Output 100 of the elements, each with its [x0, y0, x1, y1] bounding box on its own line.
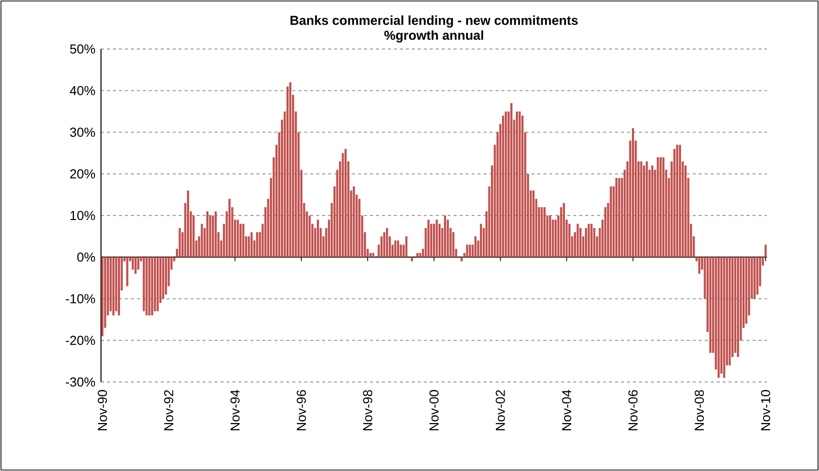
bar	[250, 232, 253, 258]
bar	[110, 257, 112, 312]
bar	[416, 252, 418, 258]
bar	[430, 224, 432, 258]
bar	[474, 236, 477, 258]
bar	[468, 244, 471, 258]
bar	[410, 257, 413, 262]
bar	[552, 220, 554, 258]
bar	[187, 190, 190, 258]
bar	[432, 224, 436, 258]
bar	[137, 257, 140, 270]
x-tick-label: Nov-10	[761, 390, 770, 430]
bar	[397, 240, 400, 258]
bar	[452, 232, 454, 258]
y-tick-label: -10%	[66, 294, 96, 304]
bar	[480, 224, 482, 258]
bar	[460, 257, 463, 262]
bar	[521, 116, 524, 258]
bar	[154, 257, 156, 312]
bar	[342, 153, 344, 258]
bar	[673, 148, 676, 258]
bar	[518, 111, 521, 258]
bar	[446, 220, 449, 258]
bar	[651, 166, 654, 258]
bar	[146, 257, 148, 316]
bar	[256, 232, 258, 258]
bar	[358, 198, 360, 258]
y-tick-label: 10%	[70, 210, 96, 220]
bar	[584, 228, 588, 258]
bar	[126, 257, 128, 286]
x-tick-label: Nov-00	[429, 390, 439, 430]
bar	[662, 157, 664, 258]
bar	[745, 257, 748, 324]
bar	[466, 244, 468, 258]
bar	[148, 257, 150, 316]
y-tick-label: 20%	[70, 169, 96, 178]
bar	[438, 224, 441, 258]
bar	[618, 178, 620, 258]
bar	[698, 257, 700, 274]
chart-title: Banks commercial lending - new commitments	[290, 15, 578, 28]
bar	[164, 257, 167, 295]
bar	[156, 257, 159, 312]
bar	[734, 257, 736, 353]
bar	[115, 257, 118, 312]
bar	[532, 190, 535, 258]
bar	[632, 128, 634, 258]
bar	[736, 257, 740, 358]
x-tick-label: Nov-06	[628, 390, 638, 430]
bar	[214, 211, 217, 258]
bar	[132, 257, 134, 270]
bar	[101, 257, 104, 336]
bar	[134, 257, 137, 274]
bar	[593, 228, 596, 258]
bar	[212, 216, 214, 258]
x-tick-label: Nov-02	[496, 390, 505, 430]
bar	[248, 236, 250, 258]
bar	[579, 228, 582, 258]
bar	[200, 224, 203, 258]
x-tick-label: Nov-90	[98, 390, 107, 430]
bar	[316, 220, 319, 258]
bar	[344, 148, 347, 258]
x-tick-label: Nov-92	[164, 390, 174, 430]
bar	[352, 186, 355, 258]
bar	[646, 161, 648, 258]
bar	[394, 240, 396, 258]
bar	[289, 82, 292, 258]
bar	[640, 161, 642, 258]
bar	[764, 244, 767, 258]
bar	[756, 257, 758, 295]
bar	[192, 216, 195, 258]
bar	[720, 257, 722, 374]
y-tick-label: -20%	[66, 336, 96, 345]
bar	[502, 116, 504, 258]
y-tick-label: 50%	[70, 44, 96, 54]
bar	[383, 232, 386, 258]
bar	[436, 220, 438, 258]
bar	[642, 166, 646, 258]
bar	[206, 211, 208, 258]
x-tick-label: Nov-98	[363, 390, 372, 430]
bar	[660, 157, 662, 258]
bar	[656, 157, 659, 258]
bar	[718, 257, 720, 378]
y-tick-label: -30%	[66, 377, 96, 387]
bar	[723, 257, 726, 378]
chart-subtitle: %growth annual	[384, 30, 484, 43]
bar	[400, 244, 402, 258]
bar	[405, 236, 408, 258]
bar	[178, 228, 181, 258]
bar	[576, 224, 579, 258]
bar	[209, 216, 212, 258]
bar	[242, 224, 244, 258]
bar	[386, 228, 388, 258]
x-tick-label: Nov-04	[562, 390, 572, 430]
bar	[678, 144, 682, 258]
bar	[308, 216, 311, 258]
bar	[543, 207, 546, 258]
bar	[610, 186, 612, 258]
bar	[590, 224, 593, 258]
bar	[728, 257, 731, 366]
bar	[240, 224, 242, 258]
